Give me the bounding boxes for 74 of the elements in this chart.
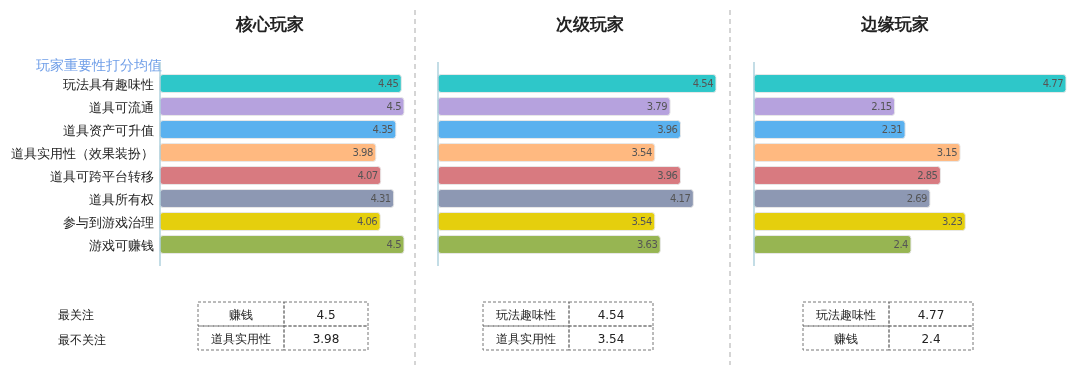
y-tick-label: 道具资产可升值 bbox=[63, 122, 154, 138]
data-label: 4.54 bbox=[692, 78, 714, 89]
text: 玩法趣味性 bbox=[816, 307, 876, 322]
y-tick-label: 游戏可赚钱 bbox=[89, 237, 154, 253]
y-tick-label: 参与到游戏治理 bbox=[63, 214, 154, 230]
chart-title: 核心玩家 bbox=[235, 14, 304, 34]
bar bbox=[753, 166, 941, 185]
bar bbox=[753, 97, 896, 116]
y-tick-label: 道具实用性（效果装扮） bbox=[11, 145, 154, 161]
bar bbox=[159, 235, 405, 254]
y-tick-label: 道具所有权 bbox=[89, 191, 154, 207]
data-label: 4.5 bbox=[386, 101, 402, 112]
text: 玩法趣味性 bbox=[496, 307, 556, 322]
chart-title: 次级玩家 bbox=[556, 14, 624, 34]
bar bbox=[437, 166, 681, 185]
y-tick-label: 玩法具有趣味性 bbox=[63, 76, 154, 92]
data-label: 4.06 bbox=[356, 216, 378, 227]
bar bbox=[753, 235, 912, 254]
text: 道具实用性 bbox=[496, 331, 556, 346]
text: 4.77 bbox=[917, 307, 945, 322]
bar bbox=[753, 212, 966, 231]
data-label: 3.96 bbox=[657, 170, 678, 181]
data-label: 2.15 bbox=[871, 101, 892, 112]
data-label: 3.79 bbox=[646, 101, 668, 112]
data-label: 4.35 bbox=[372, 124, 393, 135]
data-label: 4.77 bbox=[1042, 78, 1064, 89]
bar bbox=[437, 120, 681, 139]
bar bbox=[437, 97, 671, 116]
bar bbox=[753, 74, 1067, 93]
bar bbox=[159, 74, 402, 93]
bar bbox=[159, 120, 397, 139]
data-label: 3.15 bbox=[936, 147, 958, 158]
data-label: 3.63 bbox=[637, 239, 658, 250]
data-label: 3.96 bbox=[657, 124, 678, 135]
data-label: 3.54 bbox=[631, 147, 652, 158]
bar bbox=[159, 166, 382, 185]
bar bbox=[437, 235, 661, 254]
y-tick-label: 道具可流通 bbox=[89, 99, 154, 115]
data-label: 2.85 bbox=[917, 170, 938, 181]
bar bbox=[437, 189, 694, 208]
text: 赚钱 bbox=[229, 307, 253, 322]
chart-title: 边缘玩家 bbox=[860, 14, 929, 34]
bar bbox=[159, 143, 377, 162]
bar bbox=[159, 212, 381, 231]
text: 最不关注 bbox=[58, 333, 106, 347]
data-label: 4.45 bbox=[378, 78, 399, 89]
data-label: 4.17 bbox=[670, 193, 691, 204]
bar bbox=[753, 120, 906, 139]
bar bbox=[437, 212, 656, 231]
text: 道具实用性 bbox=[211, 331, 271, 346]
text: 最关注 bbox=[58, 308, 94, 322]
text: 3.54 bbox=[597, 331, 625, 346]
bar bbox=[753, 143, 961, 162]
text: 3.98 bbox=[312, 331, 340, 346]
y-axis-title: 玩家重要性打分均值 bbox=[36, 57, 162, 73]
bar bbox=[159, 189, 395, 208]
data-label: 3.23 bbox=[942, 216, 963, 227]
bar bbox=[437, 143, 656, 162]
data-label: 4.5 bbox=[386, 239, 402, 250]
data-label: 2.4 bbox=[893, 239, 909, 250]
bar bbox=[159, 97, 405, 116]
bar bbox=[437, 74, 717, 93]
text: 2.4 bbox=[921, 331, 941, 346]
text: 4.5 bbox=[316, 307, 336, 322]
data-label: 4.31 bbox=[370, 193, 391, 204]
y-tick-label: 道具可跨平台转移 bbox=[50, 168, 154, 184]
text: 4.54 bbox=[597, 307, 625, 322]
data-label: 2.31 bbox=[881, 124, 903, 135]
bar bbox=[753, 189, 931, 208]
data-label: 3.98 bbox=[352, 147, 373, 158]
data-label: 3.54 bbox=[631, 216, 652, 227]
data-label: 4.07 bbox=[357, 170, 378, 181]
data-label: 2.69 bbox=[906, 193, 928, 204]
text: 赚钱 bbox=[834, 331, 858, 346]
